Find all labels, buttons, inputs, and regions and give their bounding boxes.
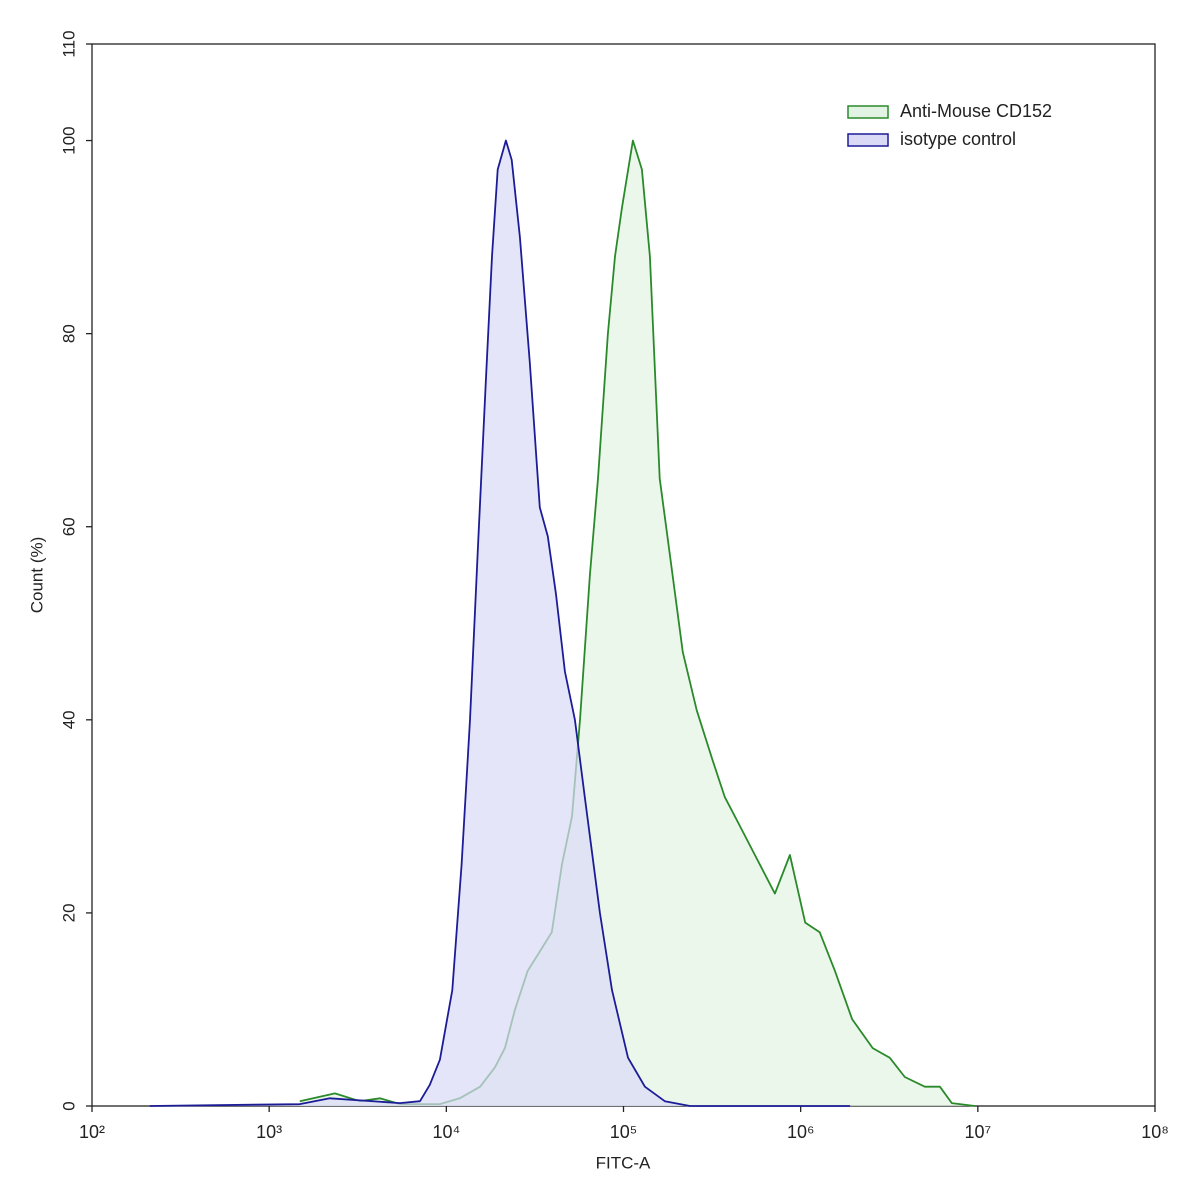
- x-axis-label: FITC-A: [596, 1153, 651, 1172]
- y-tick-label: 0: [59, 1101, 78, 1110]
- y-tick-label: 80: [59, 324, 78, 343]
- area-fill: [299, 140, 975, 1106]
- x-tick-label: 10²: [79, 1122, 105, 1142]
- area-fill: [149, 140, 851, 1106]
- series-line: [149, 139, 851, 1107]
- x-tick-label: 10⁶: [787, 1122, 814, 1142]
- legend-swatch: [847, 133, 889, 147]
- legend-swatch: [847, 105, 889, 119]
- x-tick-label: 10⁷: [965, 1122, 992, 1142]
- x-tick-label: 10³: [256, 1122, 282, 1142]
- y-tick-label: 110: [59, 30, 78, 57]
- legend-label: Anti-Mouse CD152: [900, 101, 1052, 121]
- x-tick-label: 10⁵: [610, 1122, 637, 1142]
- legend-label: isotype control: [900, 129, 1016, 149]
- y-axis-label: Count (%): [27, 537, 46, 614]
- y-tick-label: 20: [59, 903, 78, 922]
- x-tick-label: 10⁴: [432, 1122, 460, 1142]
- y-tick-label: 40: [59, 710, 78, 729]
- y-tick-label: 60: [59, 517, 78, 536]
- x-tick-label: 10⁸: [1141, 1122, 1169, 1142]
- y-tick-label: 100: [59, 126, 78, 154]
